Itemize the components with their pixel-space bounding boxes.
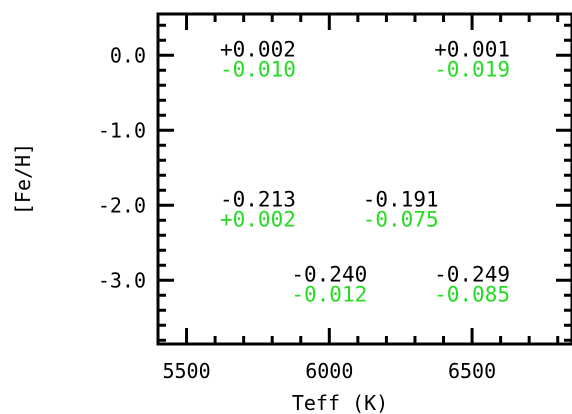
x-ticks: 5500 6000 6500 (162, 14, 560, 383)
x-tick-label: 6500 (448, 359, 496, 383)
data-label-lower: -0.012 (291, 282, 367, 306)
y-tick-label: -1.0 (98, 118, 146, 142)
data-labels: +0.002-0.010+0.001-0.019-0.213+0.002-0.1… (220, 37, 510, 306)
y-tick-label: 0.0 (110, 43, 146, 67)
data-label-lower: +0.002 (220, 207, 296, 231)
data-label-lower: -0.075 (363, 207, 439, 231)
data-label-upper: +0.002 (220, 37, 296, 61)
data-label-upper: -0.213 (220, 187, 296, 211)
y-tick-label: -2.0 (98, 193, 146, 217)
x-tick-label: 5500 (162, 359, 210, 383)
y-tick-label: -3.0 (98, 268, 146, 292)
data-label-upper: -0.249 (434, 262, 510, 286)
data-label-lower: -0.010 (220, 57, 296, 81)
x-axis-label: Teff (K) (292, 391, 388, 414)
data-label-upper: -0.240 (291, 262, 367, 286)
x-tick-label: 6000 (305, 359, 353, 383)
data-label-upper: +0.001 (434, 37, 510, 61)
y-ticks: 0.0 -1.0 -2.0 -3.0 (98, 23, 572, 342)
data-label-lower: -0.019 (434, 57, 510, 81)
data-label-lower: -0.085 (434, 282, 510, 306)
plot-frame (156, 12, 572, 346)
y-axis-label: [Fe/H] (11, 143, 35, 215)
data-label-upper: -0.191 (363, 187, 439, 211)
